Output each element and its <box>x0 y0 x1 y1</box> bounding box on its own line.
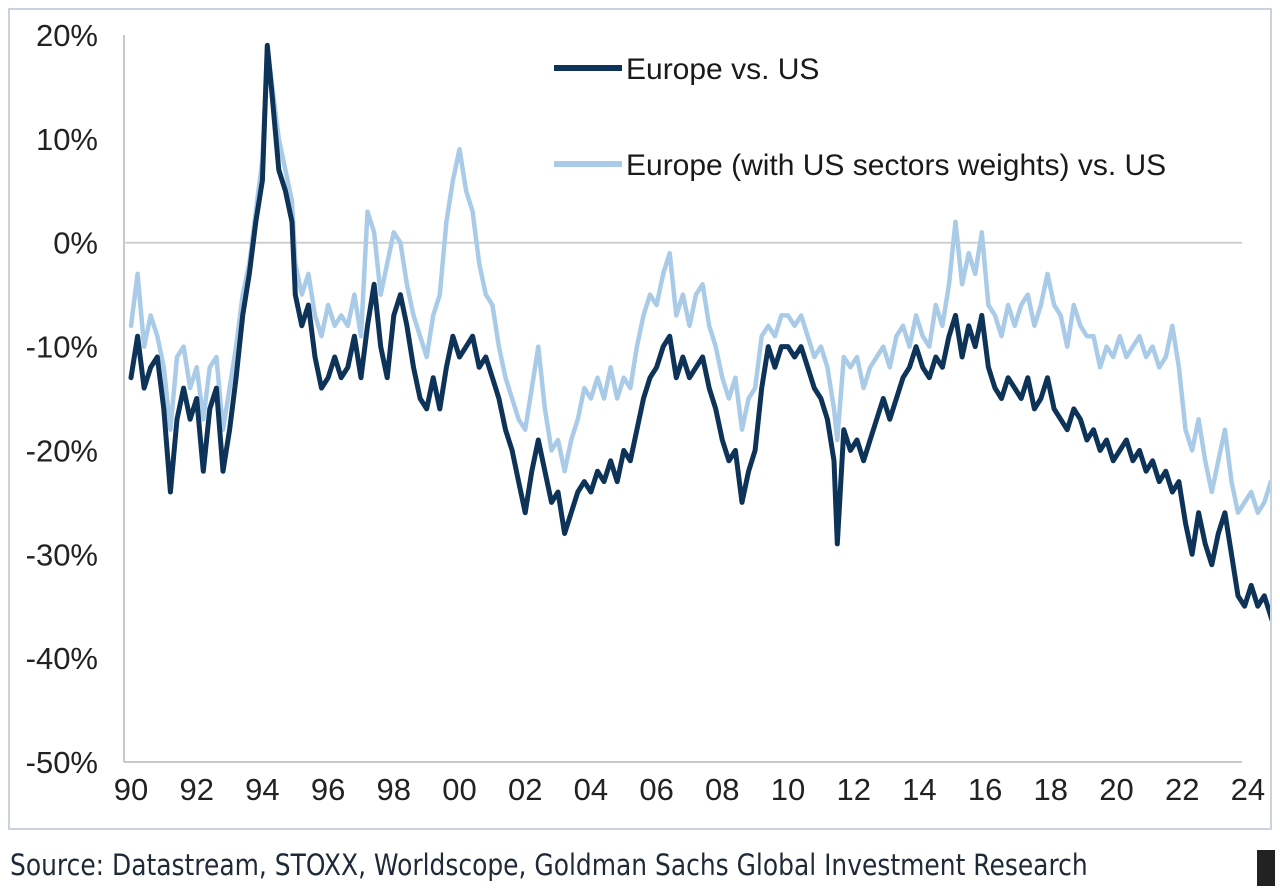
x-tick-label: 06 <box>639 772 673 807</box>
y-tick-label: 0% <box>53 226 98 261</box>
series-lines <box>128 42 1270 623</box>
legend-label-europe-vs-us: Europe vs. US <box>626 53 819 86</box>
series-line-europe-us-weights <box>128 43 1270 515</box>
y-tick-label: -10% <box>26 330 98 365</box>
x-tick-label: 94 <box>245 772 279 807</box>
x-tick-label: 18 <box>1034 772 1068 807</box>
y-tick-label: 20% <box>36 18 98 53</box>
x-tick-label: 90 <box>114 772 148 807</box>
y-tick-label: 10% <box>36 122 98 157</box>
x-tick-label: 16 <box>968 772 1002 807</box>
corner-mark <box>1257 850 1275 886</box>
x-tick-label: 10 <box>771 772 805 807</box>
x-tick-labels: 90 92 94 96 98 00 02 04 06 08 10 12 14 16 18 20 22 24 <box>114 772 1265 807</box>
x-tick-label: 12 <box>836 772 870 807</box>
y-tick-label: -40% <box>26 641 98 676</box>
legend-label-europe-us-weights: Europe (with US sectors weights) vs. US <box>626 149 1166 182</box>
x-tick-label: 04 <box>574 772 608 807</box>
x-tick-label: 96 <box>311 772 345 807</box>
x-tick-label: 08 <box>705 772 739 807</box>
x-tick-label: 14 <box>902 772 936 807</box>
x-tick-label: 24 <box>1231 772 1265 807</box>
x-tick-label: 22 <box>1165 772 1199 807</box>
y-tick-labels: 20% 10% 0% -10% -20% -30% -40% -50% <box>26 18 98 780</box>
y-tick-label: -30% <box>26 537 98 572</box>
source-note: Source: Datastream, STOXX, Worldscope, G… <box>10 848 1088 882</box>
chart-frame: 20% 10% 0% -10% -20% -30% -40% -50% 90 92 94 96 98 0… <box>8 8 1272 830</box>
y-tick-label: -20% <box>26 433 98 468</box>
y-tick-label: -50% <box>26 745 98 780</box>
x-tick-label: 98 <box>377 772 411 807</box>
x-tick-label: 20 <box>1099 772 1133 807</box>
x-tick-label: 00 <box>442 772 476 807</box>
series-line-europe-vs-us <box>128 42 1270 623</box>
legend: Europe vs. US Europe (with US sectors we… <box>554 53 1166 182</box>
line-chart: 20% 10% 0% -10% -20% -30% -40% -50% 90 92 94 96 98 0… <box>26 18 1270 807</box>
x-tick-label: 92 <box>179 772 213 807</box>
x-tick-label: 02 <box>508 772 542 807</box>
